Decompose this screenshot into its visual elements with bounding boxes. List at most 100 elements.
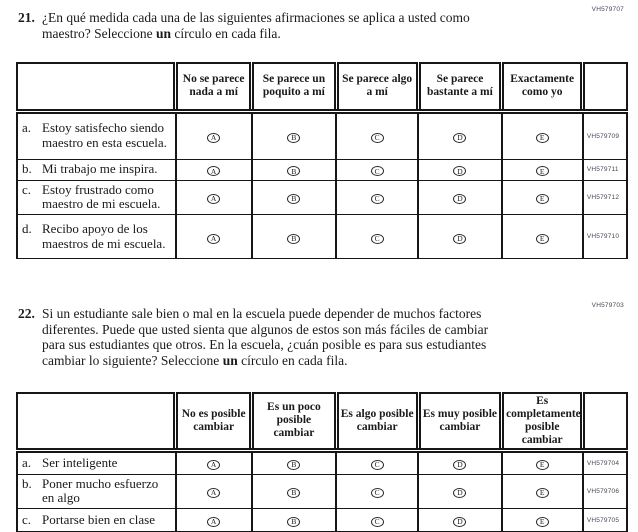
table-header-row: No se parece nada a mí Se parece un poqu… xyxy=(17,63,627,114)
answer-circle-c[interactable]: C xyxy=(370,132,384,143)
answer-circle-b[interactable]: B xyxy=(287,194,301,205)
item-text: Poner mucho esfuerzo en algo xyxy=(42,475,159,506)
answer-circle-c[interactable]: C xyxy=(370,166,384,177)
question-21-text-pre: ¿En qué medida cada una de las siguiente… xyxy=(42,10,470,41)
option-cell: E xyxy=(500,158,583,180)
table-row: c. Estoy frustrado como maestro de mi esc… xyxy=(17,179,627,215)
item-cell-b: b. Mi trabajo me inspira. xyxy=(17,158,176,180)
header-option-2: Es un poco posible cambiar xyxy=(249,393,337,453)
option-cell: C xyxy=(335,508,419,532)
option-cell: C xyxy=(335,214,419,259)
answer-circle-b[interactable]: B xyxy=(287,459,301,470)
option-cell: C xyxy=(335,111,419,159)
option-cell: B xyxy=(250,214,337,259)
answer-circle-d[interactable]: D xyxy=(453,517,467,528)
option-cell: D xyxy=(417,158,502,180)
option-cell: E xyxy=(500,508,583,532)
option-cell: D xyxy=(417,450,502,474)
table-header-row: No es posible cambiar Es un poco posible… xyxy=(17,393,627,453)
answer-circle-b[interactable]: B xyxy=(287,132,301,143)
item-text: Ser inteligente xyxy=(42,454,118,470)
question-21-response-table: No se parece nada a mí Se parece un poqu… xyxy=(16,62,628,260)
answer-circle-b[interactable]: B xyxy=(287,166,301,177)
answer-circle-e[interactable]: E xyxy=(535,132,549,143)
answer-circle-c[interactable]: C xyxy=(370,459,384,470)
answer-circle-e[interactable]: E xyxy=(535,459,549,470)
question-22-text: Si un estudiante sale bien o mal en la e… xyxy=(42,306,510,369)
answer-circle-b[interactable]: B xyxy=(287,233,301,244)
answer-circle-b[interactable]: B xyxy=(287,517,301,528)
option-cell: E xyxy=(500,214,583,259)
answer-circle-d[interactable]: D xyxy=(453,166,467,177)
answer-circle-d[interactable]: D xyxy=(453,194,467,205)
item-letter: a. xyxy=(22,120,32,136)
option-cell: D xyxy=(417,508,502,532)
option-cell: B xyxy=(250,473,337,509)
answer-circle-c[interactable]: C xyxy=(370,233,384,244)
row-item-code: VH579711 xyxy=(581,158,627,180)
item-cell-a: a. Estoy satisfecho siendo maestro en est… xyxy=(17,111,176,159)
answer-circle-a[interactable]: A xyxy=(207,488,221,499)
header-option-5: Es completamente posible cambiar xyxy=(499,393,583,453)
option-cell: B xyxy=(250,111,337,159)
item-letter: c. xyxy=(22,511,32,527)
answer-circle-d[interactable]: D xyxy=(453,488,467,499)
answer-circle-d[interactable]: D xyxy=(453,459,467,470)
option-cell: A xyxy=(174,158,252,180)
table-row: b. Poner mucho esfuerzo en algo A B C D E… xyxy=(17,473,627,509)
option-cell: E xyxy=(500,450,583,474)
row-item-code: VH579706 xyxy=(581,473,627,509)
answer-circle-a[interactable]: A xyxy=(207,517,221,528)
answer-circle-c[interactable]: C xyxy=(370,488,384,499)
option-cell: C xyxy=(335,450,419,474)
option-cell: E xyxy=(500,111,583,159)
answer-circle-e[interactable]: E xyxy=(535,166,549,177)
row-item-code: VH579705 xyxy=(581,508,627,532)
answer-circle-a[interactable]: A xyxy=(207,166,221,177)
question-21: 21. ¿En qué medida cada una de las sigui… xyxy=(18,10,510,41)
item-text: Recibo apoyo de los maestros de mi escue… xyxy=(42,220,166,251)
question-21-text-bold: un xyxy=(155,25,171,41)
item-text: Estoy satisfecho siendo maestro en esta … xyxy=(42,120,167,150)
header-empty-cell xyxy=(17,393,176,453)
answer-circle-e[interactable]: E xyxy=(535,488,549,499)
header-option-4: Se parece bastante a mí xyxy=(415,63,502,114)
option-cell: B xyxy=(250,158,337,180)
answer-circle-e[interactable]: E xyxy=(535,194,549,205)
header-option-5: Exactamente como yo xyxy=(499,63,583,114)
row-item-code: VH579709 xyxy=(581,111,627,159)
header-code-cell xyxy=(580,63,627,114)
answer-circle-a[interactable]: A xyxy=(207,194,221,205)
option-cell: A xyxy=(174,450,252,474)
question-22-item-code: VH579703 xyxy=(591,302,624,309)
item-cell-b: b. Poner mucho esfuerzo en algo xyxy=(17,473,176,509)
answer-circle-a[interactable]: A xyxy=(207,233,221,244)
item-text: Portarse bien en clase xyxy=(42,511,155,527)
item-cell-a: a. Ser inteligente xyxy=(17,450,176,474)
option-cell: A xyxy=(174,214,252,259)
answer-circle-d[interactable]: D xyxy=(453,132,467,143)
question-21-item-code: VH579707 xyxy=(591,6,624,13)
answer-circle-e[interactable]: E xyxy=(535,233,549,244)
answer-circle-d[interactable]: D xyxy=(453,233,467,244)
header-option-3: Se parece algo a mí xyxy=(333,63,419,114)
answer-circle-e[interactable]: E xyxy=(535,517,549,528)
question-21-number: 21. xyxy=(18,10,35,25)
table-row: d. Recibo apoyo de los maestros de mi esc… xyxy=(17,214,627,259)
option-cell: C xyxy=(335,158,419,180)
answer-circle-a[interactable]: A xyxy=(207,132,221,143)
option-cell: D xyxy=(417,179,502,215)
item-letter: b. xyxy=(22,161,32,177)
header-option-4: Es muy posible cambiar xyxy=(415,393,502,453)
answer-circle-b[interactable]: B xyxy=(287,488,301,499)
question-22-text-pre: Si un estudiante sale bien o mal en la e… xyxy=(42,306,489,368)
question-21-text-post: círculo en cada fila. xyxy=(170,25,281,41)
item-letter: b. xyxy=(22,475,32,491)
option-cell: D xyxy=(417,111,502,159)
question-22-text-post: círculo en cada fila. xyxy=(237,352,348,368)
option-cell: A xyxy=(174,179,252,215)
answer-circle-c[interactable]: C xyxy=(370,517,384,528)
answer-circle-a[interactable]: A xyxy=(207,459,221,470)
answer-circle-c[interactable]: C xyxy=(370,194,384,205)
item-cell-c: c. Estoy frustrado como maestro de mi esc… xyxy=(17,179,176,215)
